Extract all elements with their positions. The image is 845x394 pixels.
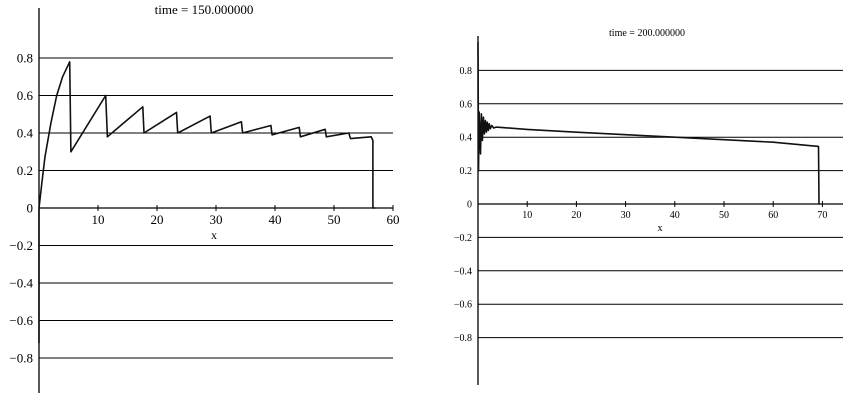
y-tick-label: −0.4 — [9, 276, 33, 291]
x-axis-label: x — [211, 228, 217, 242]
x-tick-label: 10 — [92, 212, 105, 227]
y-tick-label: −0.4 — [454, 266, 472, 277]
y-tick-label: −0.6 — [9, 313, 33, 328]
y-tick-label: −0.6 — [454, 300, 472, 311]
y-tick-label: −0.8 — [9, 351, 33, 366]
x-tick-label: 30 — [621, 210, 631, 221]
y-tick-label: 0.8 — [17, 51, 33, 66]
x-tick-label: 20 — [151, 212, 164, 227]
y-tick-label: 0.8 — [460, 66, 473, 77]
y-tick-label: 0 — [467, 200, 472, 211]
x-tick-label: 50 — [719, 210, 729, 221]
x-tick-label: 20 — [571, 210, 581, 221]
chart-title: time = 150.000000 — [155, 2, 254, 17]
chart-right: 10 20 30 40 50 60 70 −0.8 −0.6 −0.4 −0.2 0 0.2 0.4 0.6… — [454, 28, 843, 385]
x-tick-label: 60 — [768, 210, 778, 221]
y-tick-label: −0.2 — [454, 233, 472, 244]
y-tick-label: −0.2 — [9, 238, 33, 253]
x-tick-label: 10 — [522, 210, 532, 221]
y-tick-label: −0.8 — [454, 333, 472, 344]
y-tick-label: 0 — [27, 201, 34, 216]
y-tick-label: 0.2 — [17, 163, 33, 178]
x-tick-label: 50 — [328, 212, 341, 227]
x-tick-label: 60 — [387, 212, 400, 227]
y-tick-label: 0.6 — [17, 88, 34, 103]
chart-title: time = 200.000000 — [609, 28, 685, 39]
y-tick-label: 0.4 — [17, 126, 34, 141]
series-line — [477, 41, 820, 205]
x-axis-label: x — [658, 223, 663, 234]
x-tick-label: 40 — [269, 212, 282, 227]
y-tick-label: 0.6 — [460, 99, 473, 110]
x-tick-label: 40 — [670, 210, 680, 221]
chart-left: 10 20 30 40 50 60 −0.8 −0.6 −0.4 −0.2 0 0.2 0.4 0.6 0.… — [9, 2, 400, 393]
series-line — [38, 60, 376, 343]
y-tick-label: 0.2 — [460, 166, 473, 177]
x-tick-label: 30 — [210, 212, 223, 227]
y-tick-label: 0.4 — [460, 133, 473, 144]
x-tick-label: 70 — [817, 210, 827, 221]
